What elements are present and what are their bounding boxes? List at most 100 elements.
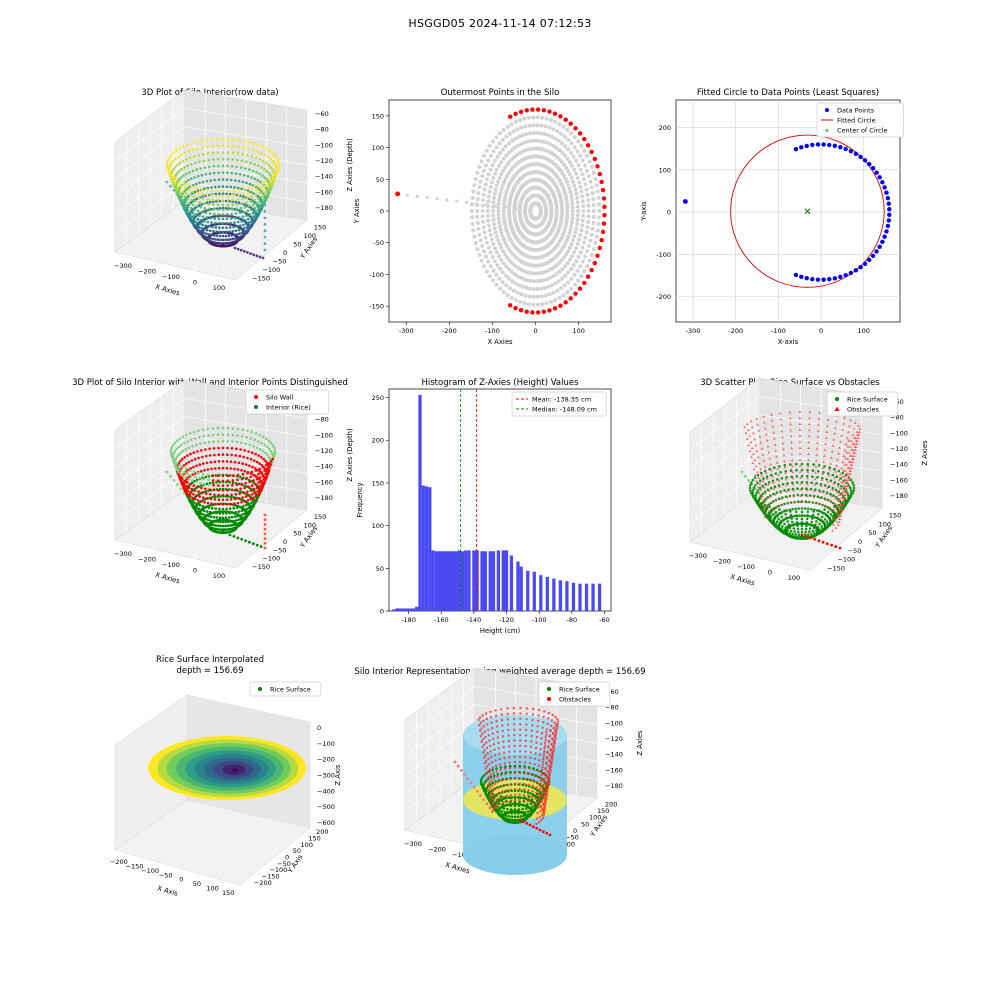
data-point [171, 443, 175, 447]
data-point [234, 179, 237, 182]
data-point [572, 167, 577, 172]
data-point [254, 482, 257, 486]
data-point [817, 464, 821, 467]
grid-line [689, 414, 883, 469]
data-point [497, 175, 502, 180]
data-point [852, 484, 855, 487]
obstacle-point [755, 417, 759, 420]
data-point [187, 188, 191, 192]
data-point [564, 252, 569, 257]
data-point [188, 171, 191, 174]
data-point [199, 219, 203, 222]
data-point [175, 468, 179, 472]
data-point [170, 173, 173, 177]
data-point [887, 207, 892, 212]
data-point [569, 267, 574, 271]
data-point [196, 191, 199, 195]
data-point [170, 446, 174, 449]
obstacle-point [830, 494, 834, 497]
data-point [791, 520, 794, 524]
data-point [201, 195, 204, 198]
data-point [246, 429, 249, 433]
data-point [472, 785, 476, 789]
data-point [251, 542, 255, 546]
data-point [261, 435, 265, 439]
data-point [186, 440, 189, 443]
data-point [239, 514, 242, 517]
data-point [234, 510, 238, 514]
obstacle-point [812, 495, 816, 498]
data-point [211, 427, 215, 430]
data-point [580, 218, 585, 223]
data-point [213, 493, 216, 497]
data-point [599, 237, 604, 243]
data-point [567, 160, 572, 165]
data-point [491, 213, 496, 218]
data-point [485, 209, 490, 213]
data-point [236, 247, 240, 251]
obstacle-point [844, 442, 848, 446]
obstacle-point [850, 466, 853, 470]
data-point [564, 218, 569, 223]
obstacle-point [805, 494, 809, 498]
data-point [217, 446, 220, 450]
chart-title: 3D Plot of Silo Interior(row data) [141, 88, 278, 98]
data-point [264, 451, 267, 455]
data-point [589, 185, 594, 190]
data-point [565, 202, 570, 207]
data-point [477, 185, 482, 190]
data-point [779, 512, 782, 515]
data-point [502, 813, 505, 817]
data-point [524, 208, 528, 212]
data-point [226, 440, 229, 443]
data-point [563, 273, 568, 278]
data-point [273, 162, 276, 165]
data-point [475, 215, 480, 219]
obstacle-point [770, 468, 773, 472]
obstacle-point [838, 446, 841, 449]
data-point [567, 231, 572, 236]
data-point [773, 507, 776, 510]
data-point [193, 216, 197, 220]
data-point [257, 143, 260, 147]
data-point [210, 186, 213, 189]
data-point [268, 465, 271, 468]
data-point [557, 260, 562, 265]
x-axis-label: X Axies [154, 283, 181, 298]
data-point [504, 134, 509, 139]
data-point [837, 490, 841, 493]
data-point [532, 271, 537, 276]
data-point [496, 773, 500, 776]
data-point [547, 292, 552, 297]
data-point [251, 148, 255, 152]
obstacle-point [783, 465, 787, 469]
data-point [502, 199, 507, 204]
data-point [503, 144, 508, 149]
obstacle-point [774, 498, 778, 502]
data-point [267, 186, 270, 190]
data-point [253, 177, 256, 181]
data-point [207, 434, 210, 437]
data-point [516, 802, 519, 806]
data-point [507, 141, 511, 146]
data-point [257, 472, 260, 476]
data-point [230, 212, 234, 216]
data-point [740, 470, 744, 474]
data-point [587, 258, 592, 263]
legend-box [245, 389, 329, 415]
data-point [277, 161, 280, 164]
data-point [519, 292, 524, 297]
data-point [815, 509, 819, 512]
data-point [574, 158, 579, 163]
data-point [208, 200, 212, 204]
data-point [261, 159, 265, 163]
data-point [211, 237, 215, 241]
data-point [795, 514, 798, 517]
obstacle-point [776, 467, 780, 470]
obstacle-point [812, 489, 816, 492]
data-point [488, 806, 492, 810]
data-point [763, 469, 767, 473]
x-tick-label: 0 [179, 876, 183, 884]
data-point [748, 486, 752, 490]
